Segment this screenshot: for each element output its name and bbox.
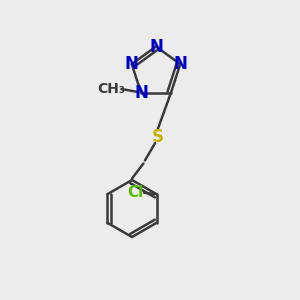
Text: N: N bbox=[173, 55, 187, 73]
Text: CH₃: CH₃ bbox=[97, 82, 125, 96]
Text: N: N bbox=[125, 55, 139, 73]
Text: S: S bbox=[152, 128, 164, 146]
Text: N: N bbox=[149, 38, 163, 56]
Text: N: N bbox=[134, 84, 148, 102]
Text: Cl: Cl bbox=[127, 185, 143, 200]
